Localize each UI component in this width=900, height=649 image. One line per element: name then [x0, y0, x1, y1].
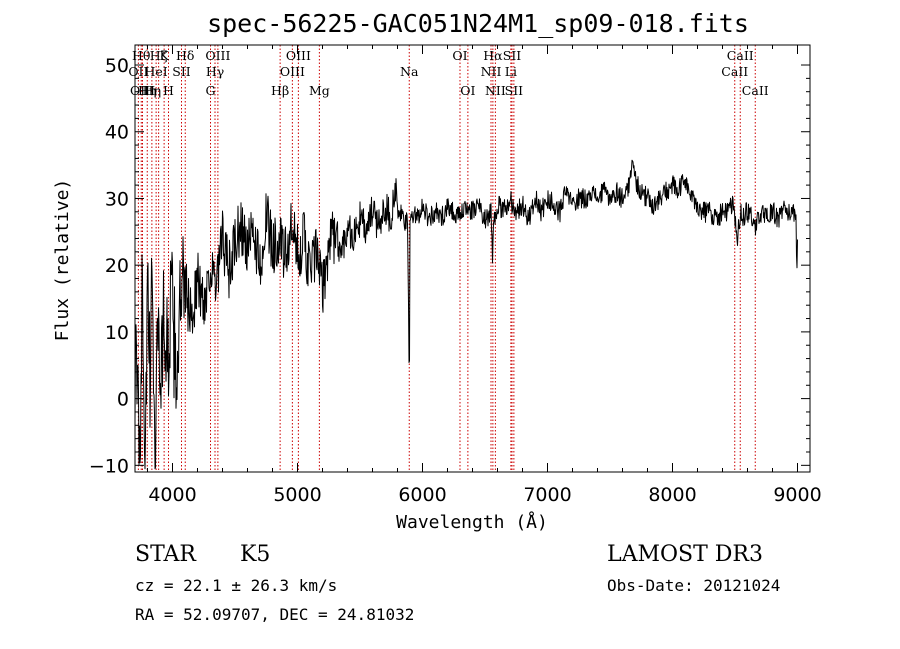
spectral-line-label: CaII [727, 48, 754, 63]
spectral-line-label: Hγ [206, 64, 224, 79]
x-axis-ticks: 4000 5000 6000 7000 8000 9000 [147, 45, 822, 506]
object-class: STAR [135, 542, 197, 567]
survey-name: LAMOST DR3 [607, 542, 763, 567]
y-tick-label: 10 [105, 322, 129, 344]
spectral-line-label: NII [481, 64, 502, 79]
spectral-line-label: NII [485, 83, 506, 98]
chart-title: spec-56225-GAC051N24M1_sp09-018.fits [207, 9, 749, 38]
spectral-line-label: OII [128, 64, 148, 79]
coordinates: RA = 52.09707, DEC = 24.81032 [135, 605, 414, 624]
x-tick-label: 7000 [523, 484, 571, 506]
spectral-line-label: Na [400, 64, 419, 79]
y-tick-label: 0 [117, 389, 129, 411]
spectral-line-markers [137, 45, 756, 472]
y-axis-ticks: −10 0 10 20 30 40 50 [89, 55, 810, 477]
spectral-line-label: Hα [483, 48, 503, 63]
x-tick-label: 8000 [648, 484, 696, 506]
y-tick-label: 40 [105, 122, 129, 144]
spectral-subclass: K5 [240, 542, 270, 567]
x-tick-label: 4000 [148, 484, 196, 506]
spectral-line-label: G [206, 83, 216, 98]
spectrum-series [134, 159, 798, 470]
obs-date: Obs-Date: 20121024 [607, 576, 780, 595]
spectral-line-label: Hβ [271, 83, 289, 98]
spectral-line-label: OIII [205, 48, 230, 63]
x-tick-label: 6000 [398, 484, 446, 506]
spectral-line-label: CaII [721, 64, 748, 79]
spectral-line-label: Li [505, 64, 517, 79]
spectrum-line [134, 159, 798, 470]
y-tick-label: −10 [89, 455, 129, 477]
spectral-line-label: Hη [143, 83, 161, 98]
spectral-line-label: Hζ [150, 48, 168, 63]
y-tick-label: 30 [105, 188, 129, 210]
x-tick-label: 9000 [773, 484, 821, 506]
spectral-line-label: CaII [742, 83, 769, 98]
spectral-line-label: Mg [309, 83, 330, 98]
y-tick-label: 20 [105, 255, 129, 277]
x-tick-label: 5000 [273, 484, 321, 506]
spectral-line-label: SII [505, 83, 524, 98]
y-tick-label: 50 [105, 55, 129, 77]
spectral-line-label: Hδ [176, 48, 194, 63]
spectral-line-label: OIII [130, 83, 155, 98]
y-axis-label: Flux (relative) [52, 179, 73, 342]
spectral-line-label: OIII [280, 64, 305, 79]
spectral-line-labels: OIIHθOIIIHηHηHeIHζKHSIIHδGHγOIIIHβOIIIOI… [128, 48, 768, 98]
spectral-line-label: SII [503, 48, 522, 63]
spectral-line-label: K [159, 48, 169, 63]
spectral-line-label: Hθ [132, 48, 150, 63]
spectral-line-label: OIII [286, 48, 311, 63]
spectral-line-label: HeI [145, 64, 168, 79]
spectral-line-label: H [163, 83, 174, 98]
spectral-line-label: OI [452, 48, 467, 63]
redshift-readout: cz = 22.1 ± 26.3 km/s [135, 576, 337, 595]
x-axis-label: Wavelength (Å) [396, 511, 548, 533]
spectral-line-label: Hη [138, 83, 156, 98]
spectral-line-label: OI [460, 83, 475, 98]
spectral-line-label: SII [172, 64, 191, 79]
